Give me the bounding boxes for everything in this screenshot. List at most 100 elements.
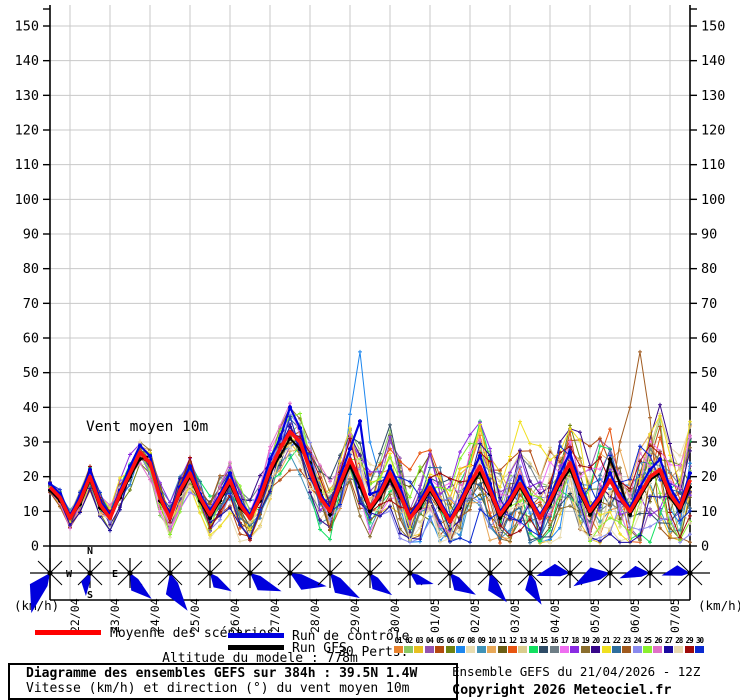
pert-item: 14 [528,636,538,653]
control-line-label: Run de contrôle [292,629,410,644]
pert-color-swatch [570,646,580,653]
pert-number: 19 [581,636,590,645]
pert-item: 30 [694,636,704,653]
date-tick-label: 30/04 [388,598,402,633]
y-tick-label-left: 10 [23,504,39,520]
chart-title: Diagramme des ensembles GEFS sur 384h : … [26,666,418,681]
wind-ensemble-chart: 0 0 10 10 20 20 30 30 40 40 50 50 60 60 70 70 80 80 90 90 10… [14,5,740,633]
pert-color-swatch [643,646,653,653]
y-tick-label-left: 120 [15,123,39,139]
pert-color-swatch [591,646,601,653]
pert-item: 17 [559,636,569,653]
pert-item: 15 [538,636,548,653]
pert-item: 12 [507,636,517,653]
y-tick-label-right: 10 [701,504,717,520]
gfs-line-label: Run GFS [292,641,347,656]
wind-rose [573,558,630,588]
pert-color-swatch [424,646,434,653]
date-tick-label: 01/05 [428,598,442,633]
wind-arrow [536,563,570,577]
compass-label: W [66,569,73,580]
wind-arrow [81,573,91,596]
ensemble-member-lines [48,349,692,546]
pert-number: 01 [394,636,403,645]
legend: Moyenne des scénarios Run de contrôle Ru… [0,620,740,666]
date-tick-label: 02/05 [468,598,482,633]
y-tick-label-left: 20 [23,469,39,485]
date-tick-label: 26/04 [228,598,242,633]
y-tick-label-right: 70 [701,296,717,312]
pert-item: 20 [590,636,600,653]
date-tick-label: 03/05 [508,598,522,633]
pert-color-swatch [559,646,569,653]
wind-rose [390,558,434,588]
pert-color-swatch [518,646,528,653]
y-tick-label-left: 100 [15,192,39,208]
wind-arrow [290,573,327,590]
y-tick-label-left: 60 [23,331,39,347]
pert-color-swatch [632,646,642,653]
y-tick-label-left: 80 [23,261,39,277]
wind-rose [536,558,590,588]
pert-number: 22 [612,636,621,645]
pert-number: 09 [477,636,486,645]
date-tick-label: 05/05 [588,598,602,633]
pert-color-swatch [549,646,559,653]
pert-color-swatch [663,646,673,653]
y-tick-label-right: 100 [701,192,725,208]
wind-rose: N E S W [66,546,118,601]
pert-item: 21 [601,636,611,653]
wind-rose [230,558,282,592]
pert-number: 12 [508,636,517,645]
date-tick-label: 22/04 [68,598,82,633]
wind-arrow [165,573,188,611]
wind-rose [190,558,232,592]
pert-color-swatch [445,646,455,653]
y-tick-label-right: 110 [701,157,725,173]
pert-color-swatch [507,646,517,653]
date-tick-label: 23/04 [108,598,122,633]
pert-color-swatch [528,646,538,653]
pert-color-swatch [601,646,611,653]
compass-label: S [87,590,93,601]
date-tick-label: 25/04 [188,598,202,633]
pert-item: 26 [653,636,663,653]
y-tick-label-left: 140 [15,53,39,69]
pert-color-swatch [622,646,632,653]
y-tick-label-right: 50 [701,365,717,381]
pert-color-swatch [476,646,486,653]
pert-item: 27 [663,636,673,653]
pert-item: 13 [518,636,528,653]
y-tick-label-right: 20 [701,469,717,485]
y-tick-label-left: 90 [23,227,39,243]
wind-rose [350,558,393,596]
wind-rose [29,558,70,614]
date-tick-label: 27/04 [268,598,282,633]
compass-label: E [112,569,118,580]
pert-color-swatch [497,646,507,653]
y-tick-label-left: 30 [23,435,39,451]
pert-number: 30 [696,636,704,645]
pert-number: 04 [425,636,434,645]
y-axis-labels: 0 0 10 10 20 20 30 30 40 40 50 50 60 60 70 70 80 80 90 90 10… [14,8,740,613]
pert-item: 22 [611,636,621,653]
pert-color-swatch [653,646,663,653]
pert-item: 18 [570,636,580,653]
y-tick-label-right: 0 [701,539,709,555]
chart-subtitle: Vitesse (km/h) et direction (°) du vent … [26,681,410,696]
x-axis-date-labels: 22/04 23/04 24/04 25/04 26/04 27/04 28/04 29/04… [68,598,682,633]
pert-item: 06 [445,636,455,653]
pert-number: 28 [675,636,683,645]
y-tick-label-right: 40 [701,400,717,416]
y-tick-label-left: 130 [15,88,39,104]
pert-item: 11 [497,636,507,653]
date-tick-label: 28/04 [308,598,322,633]
y-axis-unit-left: (km/h) [14,598,59,613]
wind-arrow [250,573,282,592]
wind-arrow [130,573,152,599]
wind-arrow [450,573,476,595]
pert-item: 23 [622,636,632,653]
mean-line-swatch [35,630,101,635]
pert-color-swatch [487,646,497,653]
